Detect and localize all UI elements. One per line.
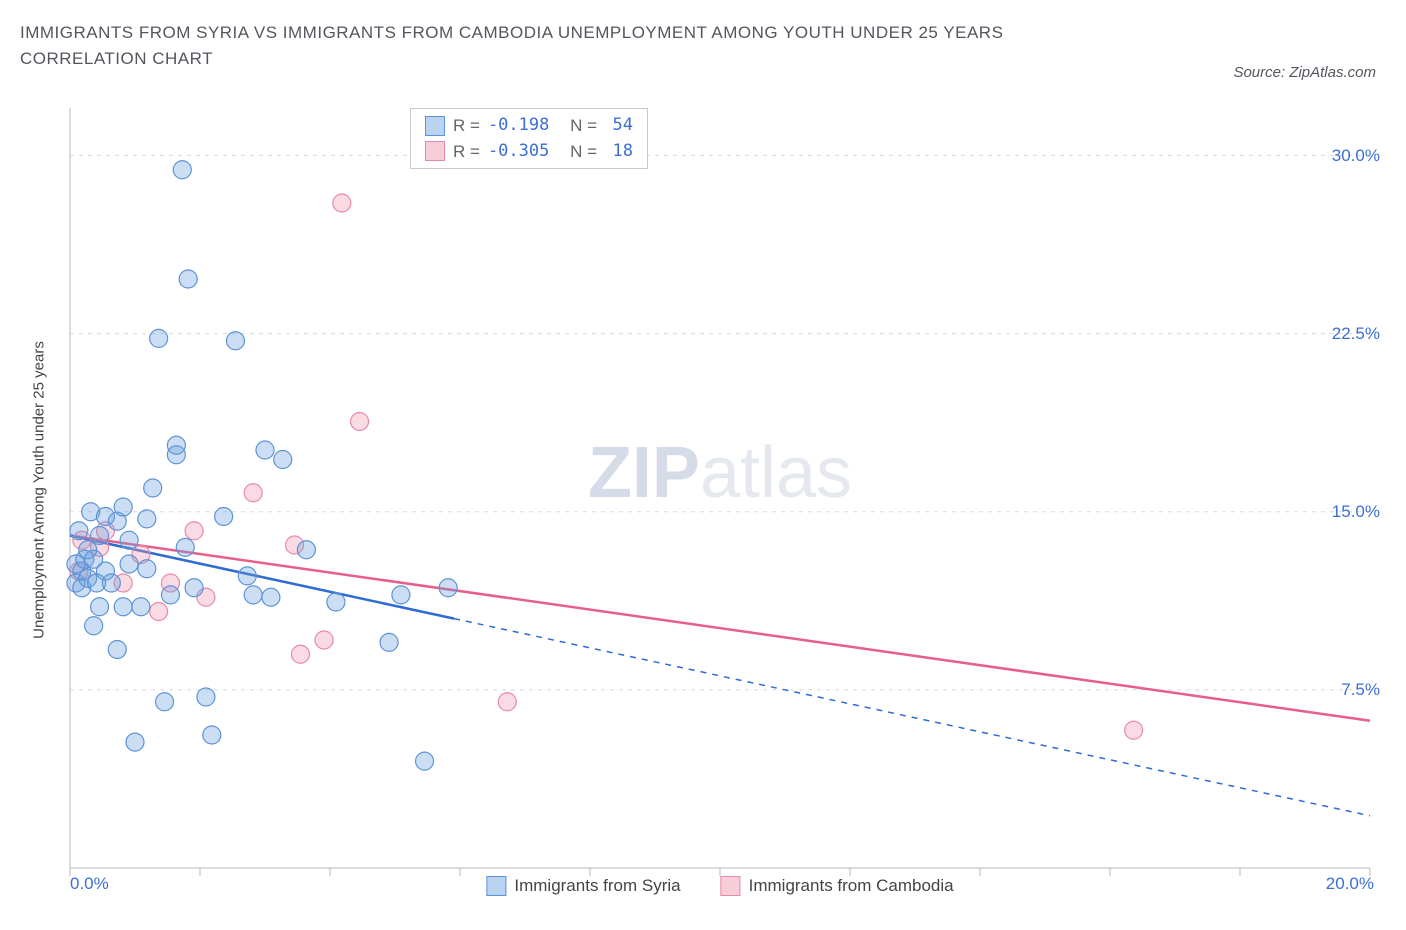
r-label: R = <box>453 113 480 139</box>
legend-item-syria: Immigrants from Syria <box>486 876 680 896</box>
bottom-legend: Immigrants from Syria Immigrants from Ca… <box>486 876 953 896</box>
x-tick-right: 20.0% <box>1326 874 1374 894</box>
chart-title: IMMIGRANTS FROM SYRIA VS IMMIGRANTS FROM… <box>20 20 1120 71</box>
swatch-cambodia <box>425 141 445 161</box>
r-value-cambodia: -0.305 <box>488 139 549 165</box>
stats-legend-box: R = -0.198 N = 54 R = -0.305 N = 18 <box>410 108 648 169</box>
legend-label-cambodia: Immigrants from Cambodia <box>749 876 954 896</box>
n-value-syria: 54 <box>605 113 633 139</box>
stats-row-syria: R = -0.198 N = 54 <box>425 113 633 139</box>
n-value-cambodia: 18 <box>605 139 633 165</box>
swatch-syria <box>425 116 445 136</box>
n-label: N = <box>570 113 597 139</box>
r-value-syria: -0.198 <box>488 113 549 139</box>
y-axis-label: Unemployment Among Youth under 25 years <box>30 341 47 639</box>
legend-label-syria: Immigrants from Syria <box>514 876 680 896</box>
y-tick-label: 7.5% <box>1341 680 1380 700</box>
y-tick-label: 22.5% <box>1332 324 1380 344</box>
n-label-2: N = <box>570 139 597 165</box>
source-attribution: Source: ZipAtlas.com <box>1233 64 1376 81</box>
y-tick-label: 15.0% <box>1332 502 1380 522</box>
x-tick-zero: 0.0% <box>70 874 109 894</box>
plot-area: ZIPatlas R = -0.198 N = 54 R = -0.305 N … <box>70 108 1370 868</box>
stats-row-cambodia: R = -0.305 N = 18 <box>425 139 633 165</box>
scatter-plot-svg <box>70 108 1370 868</box>
legend-item-cambodia: Immigrants from Cambodia <box>721 876 954 896</box>
y-tick-label: 30.0% <box>1332 146 1380 166</box>
legend-swatch-syria <box>486 876 506 896</box>
r-label-2: R = <box>453 139 480 165</box>
chart-container: IMMIGRANTS FROM SYRIA VS IMMIGRANTS FROM… <box>20 20 1386 910</box>
legend-swatch-cambodia <box>721 876 741 896</box>
